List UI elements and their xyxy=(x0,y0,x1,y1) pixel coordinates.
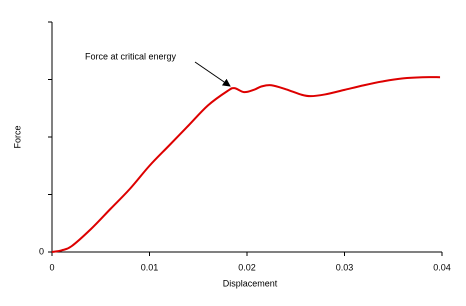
x-tick-label: 0.03 xyxy=(336,262,354,272)
x-tick-label: 0.02 xyxy=(238,262,256,272)
x-tick-label: 0 xyxy=(49,262,54,272)
data-line xyxy=(51,76,441,253)
x-tick-label: 0.01 xyxy=(141,262,159,272)
y-axis-label: Force xyxy=(12,125,22,148)
x-axis-label: Displacement xyxy=(223,278,278,288)
annotation-arrow xyxy=(194,61,231,87)
annotation: Force at critical energy xyxy=(85,51,177,61)
x-tick-label: 0.04 xyxy=(433,262,451,272)
y-tick-label: 0 xyxy=(39,246,44,256)
